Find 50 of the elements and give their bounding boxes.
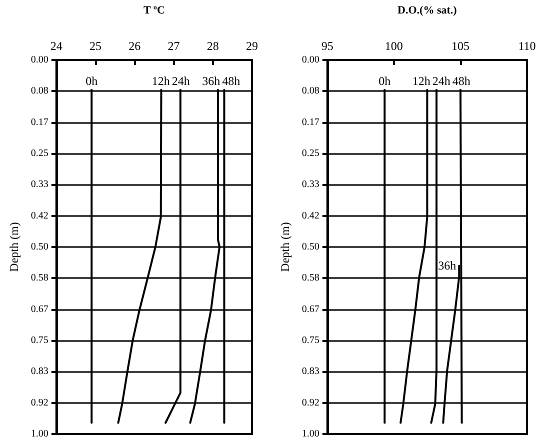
x-tick-label: 27	[168, 39, 180, 53]
x-tick-label: 24	[50, 39, 62, 53]
y-tick-label: 0.08	[302, 86, 320, 97]
series-label: 12h	[152, 74, 170, 88]
x-tick-label: 110	[518, 39, 536, 53]
y-tick-label: 0.33	[302, 179, 320, 190]
series-label: 36h	[438, 258, 456, 273]
series-label: 48h	[222, 74, 240, 88]
y-tick-label: 0.75	[302, 335, 320, 346]
y-tick-label: 0.33	[30, 179, 48, 190]
x-tick-label: 105	[451, 39, 470, 53]
y-tick-label: 0.67	[30, 304, 48, 315]
x-tick-label: 29	[246, 39, 258, 53]
y-tick-label: 0.42	[30, 210, 48, 222]
y-axis-title: Depth (m)	[278, 222, 292, 272]
y-tick-label: 0.92	[30, 397, 48, 408]
series-label: 24h	[172, 74, 190, 88]
x-tick-label: 26	[128, 39, 141, 53]
y-tick-label: 1.00	[302, 428, 320, 440]
x-tick-label: 25	[90, 39, 102, 53]
y-tick-label: 0.50	[30, 242, 48, 252]
series-label: 36h	[202, 74, 220, 88]
y-tick-label: 0.83	[302, 366, 320, 378]
y-tick-label: 0.75	[30, 335, 48, 346]
y-tick-label: 0.42	[302, 210, 320, 222]
y-tick-label: 0.17	[30, 116, 48, 128]
x-tick-label: 28	[206, 39, 219, 53]
series-label: 48h	[452, 74, 470, 88]
x-tick-label: 100	[384, 39, 403, 53]
y-tick-label: 0.67	[302, 304, 320, 315]
y-axis-title: Depth (m)	[7, 222, 21, 272]
y-tick-label: 0.00	[302, 54, 320, 66]
y-tick-label: 0.00	[30, 54, 48, 66]
y-tick-label: 0.25	[302, 148, 320, 159]
y-tick-label: 0.50	[302, 242, 320, 252]
y-tick-label: 0.08	[30, 86, 48, 97]
y-tick-label: 0.83	[30, 366, 48, 378]
y-tick-label: 1.00	[30, 428, 48, 440]
y-tick-label: 0.92	[302, 397, 320, 408]
x-axis-title: T ºC	[143, 4, 165, 16]
y-tick-label: 0.17	[302, 116, 320, 128]
series-label: 0h	[378, 74, 391, 88]
y-tick-label: 0.58	[302, 272, 320, 284]
y-tick-label: 0.25	[30, 148, 48, 159]
x-tick-label: 95	[321, 39, 334, 53]
series-label: 12h	[412, 74, 430, 88]
y-tick-label: 0.58	[30, 272, 48, 284]
x-axis-title: D.O.(% sat.)	[398, 4, 458, 16]
series-label: 0h	[86, 74, 98, 88]
series-label: 24h	[432, 74, 450, 88]
